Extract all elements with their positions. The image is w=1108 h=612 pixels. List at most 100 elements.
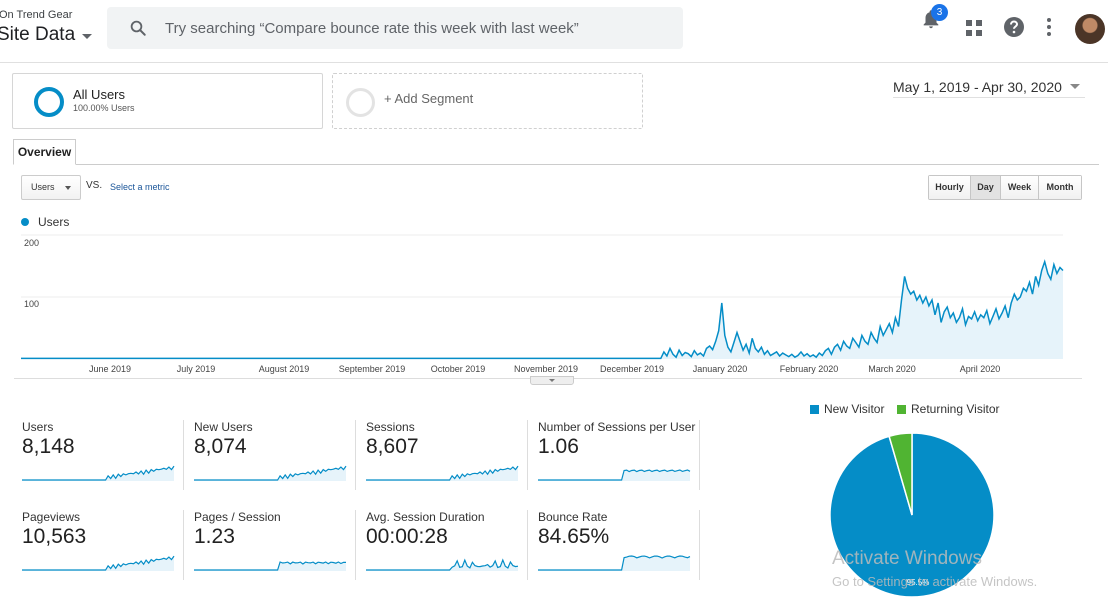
sparkline-line — [366, 558, 519, 571]
sparkline-area — [194, 562, 346, 571]
scorecard[interactable]: Avg. Session Duration 00:00:28 — [366, 510, 536, 590]
sparkline-area — [366, 466, 518, 481]
help-icon[interactable] — [1003, 16, 1025, 38]
sparkline — [366, 558, 519, 571]
apps-grid-icon[interactable] — [965, 19, 983, 37]
chevron-down-icon — [1069, 84, 1080, 89]
scorecard[interactable]: Sessions 8,607 — [366, 420, 536, 500]
sparkline-line — [194, 465, 347, 481]
scorecard-divider — [527, 420, 528, 490]
scorecard-label: Number of Sessions per User — [538, 420, 696, 434]
x-tick-label: July 2019 — [176, 364, 216, 374]
scorecard[interactable]: New Users 8,074 — [194, 420, 364, 500]
x-tick-label: January 2020 — [692, 364, 748, 374]
avatar[interactable] — [1075, 14, 1105, 44]
metric-select[interactable]: Users — [21, 175, 81, 200]
scorecard-value: 8,148 — [22, 435, 75, 458]
scorecard-label: Pageviews — [22, 510, 81, 524]
scorecard-divider — [183, 420, 184, 490]
granularity-toggle: Hourly Day Week Month — [928, 175, 1082, 200]
sparkline-line — [366, 465, 519, 481]
chevron-down-icon — [82, 33, 93, 39]
sparkline-line — [194, 561, 347, 571]
scorecard-divider — [699, 420, 700, 490]
scorecard-label: Pages / Session — [194, 510, 281, 524]
y-tick-label: 200 — [24, 238, 40, 248]
legend-label: Users — [38, 215, 70, 229]
scorecard-value: 1.23 — [194, 525, 235, 548]
more-vert-icon[interactable] — [1044, 17, 1054, 37]
sparkline-line — [22, 555, 175, 571]
scorecard-value: 8,607 — [366, 435, 419, 458]
x-tick-label: March 2020 — [868, 364, 916, 374]
scorecard-label: Bounce Rate — [538, 510, 608, 524]
granularity-month-button[interactable]: Month — [1039, 176, 1081, 199]
scorecard[interactable]: Number of Sessions per User 1.06 — [538, 420, 708, 500]
users-line-chart[interactable] — [21, 233, 1081, 378]
scorecard-label: Users — [22, 420, 54, 434]
date-range-picker[interactable]: May 1, 2019 - Apr 30, 2020 — [893, 76, 1085, 98]
scorecard-value: 8,074 — [194, 435, 247, 458]
scorecard-value: 1.06 — [538, 435, 579, 458]
sparkline-area — [22, 466, 174, 481]
pie-slice-label: 95.5% — [907, 578, 930, 587]
scorecard[interactable]: Users 8,148 — [22, 420, 192, 500]
search-input[interactable] — [165, 17, 665, 39]
scorecard-divider — [527, 510, 528, 580]
scorecard[interactable]: Pageviews 10,563 — [22, 510, 192, 590]
x-tick-label: December 2019 — [599, 364, 665, 374]
collapse-chart-handle[interactable] — [530, 376, 574, 385]
scorecard-label: New Users — [194, 420, 253, 434]
scorecard-value: 84.65% — [538, 525, 610, 548]
scorecard-divider — [183, 510, 184, 580]
sparkline-area — [22, 556, 174, 571]
legend-swatch — [810, 404, 819, 414]
x-tick-label: August 2019 — [258, 364, 310, 374]
search-icon — [130, 20, 146, 36]
y-tick-label: 100 — [24, 299, 40, 309]
legend-dot — [21, 218, 29, 226]
divider — [0, 62, 1108, 63]
add-segment-button[interactable]: + Add Segment — [332, 73, 643, 129]
sparkline-area — [194, 466, 346, 481]
scorecard[interactable]: Bounce Rate 84.65% — [538, 510, 708, 590]
visitor-type-pie-chart[interactable]: 95.5% — [828, 431, 996, 599]
search-box[interactable] — [107, 7, 683, 49]
tab-overview[interactable]: Overview — [13, 139, 76, 165]
vs-label: VS. — [86, 180, 103, 191]
segment-subtitle: 100.00% Users — [73, 103, 135, 113]
granularity-day-button[interactable]: Day — [971, 176, 1001, 199]
sparkline — [366, 465, 519, 481]
tab-divider — [13, 164, 1099, 165]
x-tick-label: February 2020 — [779, 364, 839, 374]
pie-legend-label: New Visitor — [824, 402, 885, 416]
granularity-week-button[interactable]: Week — [1001, 176, 1039, 199]
add-segment-label: + Add Segment — [384, 91, 474, 106]
top-bar: On Trend Gear Site Data 3 — [0, 0, 1108, 60]
scorecard-divider — [355, 420, 356, 490]
chevron-down-icon — [65, 186, 71, 190]
pie-legend-label: Returning Visitor — [911, 402, 1000, 416]
x-tick-label: April 2020 — [959, 364, 1001, 374]
pie-slice-returning-visitor[interactable] — [888, 432, 913, 516]
property-name: Site Data — [0, 24, 76, 45]
activate-windows-title: Activate Windows — [832, 548, 982, 569]
property-selector[interactable]: Site Data — [0, 24, 93, 46]
sparkline-area — [366, 560, 518, 571]
granularity-hourly-button[interactable]: Hourly — [929, 176, 971, 199]
sparkline — [22, 555, 175, 571]
scorecard-label: Avg. Session Duration — [366, 510, 485, 524]
date-range-label: May 1, 2019 - Apr 30, 2020 — [893, 78, 1062, 95]
legend-swatch — [897, 404, 906, 414]
empty-segment-circle-icon — [346, 88, 375, 117]
x-tick-label: June 2019 — [88, 364, 132, 374]
scorecard-value: 10,563 — [22, 525, 87, 548]
scorecard-divider — [355, 510, 356, 580]
pie-legend-new-visitor: New Visitor — [810, 402, 884, 416]
select-metric-link[interactable]: Select a metric — [110, 182, 170, 192]
scorecard-divider — [699, 510, 700, 580]
sparkline — [194, 465, 347, 481]
users-area — [21, 261, 1063, 359]
segment-all-users[interactable]: All Users 100.00% Users — [12, 73, 323, 129]
scorecard[interactable]: Pages / Session 1.23 — [194, 510, 364, 590]
